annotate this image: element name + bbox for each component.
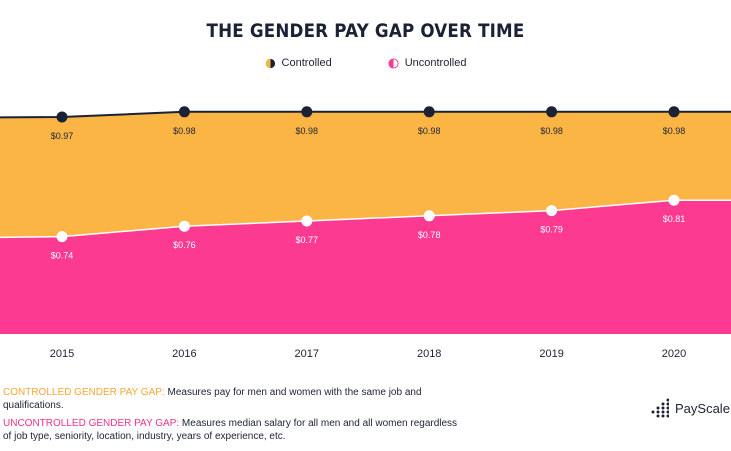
payscale-dots-icon <box>651 398 669 418</box>
legend-item-uncontrolled: Uncontrolled <box>388 57 467 69</box>
uncontrolled-label-2015: $0.74 <box>51 251 74 261</box>
controlled-point-2015 <box>56 111 68 123</box>
x-tick-label-2020: 2020 <box>662 348 686 360</box>
uncontrolled-label-2018: $0.78 <box>418 230 441 240</box>
legend-item-controlled: Controlled <box>265 57 332 69</box>
chart-notes: CONTROLLED GENDER PAY GAP: Measures pay … <box>3 386 463 448</box>
uncontrolled-line <box>0 199 731 239</box>
uncontrolled-point-2020 <box>668 194 680 206</box>
note-controlled-text: Measures pay for men and women with the … <box>3 387 422 411</box>
legend-label-uncontrolled: Uncontrolled <box>404 57 467 69</box>
uncontrolled-point-2017 <box>301 215 313 227</box>
controlled-label-2015: $0.97 <box>51 131 74 141</box>
brand-logo: PayScale <box>651 398 730 418</box>
uncontrolled-label-2017: $0.77 <box>296 235 319 245</box>
controlled-point-2017 <box>301 106 313 118</box>
brand-name: PayScale <box>675 400 730 416</box>
controlled-point-2018 <box>423 106 435 118</box>
x-tick-label-2016: 2016 <box>172 348 196 360</box>
controlled-point-2016 <box>178 106 190 118</box>
controlled-point-2020 <box>668 106 680 118</box>
controlled-label-2018: $0.98 <box>418 126 441 136</box>
chart-legend: Controlled Uncontrolled <box>0 57 731 69</box>
uncontrolled-point-2018 <box>423 210 435 222</box>
note-uncontrolled: UNCONTROLLED GENDER PAY GAP: Measures me… <box>3 417 463 443</box>
half-circle-controlled-icon <box>265 58 275 68</box>
note-controlled: CONTROLLED GENDER PAY GAP: Measures pay … <box>3 386 463 412</box>
x-tick-label-2015: 2015 <box>50 348 74 360</box>
x-tick-label-2019: 2019 <box>539 348 563 360</box>
controlled-line <box>0 110 731 119</box>
x-tick-label-2017: 2017 <box>295 348 319 360</box>
x-tick-label-2018: 2018 <box>417 348 441 360</box>
legend-label-controlled: Controlled <box>281 57 332 69</box>
controlled-label-2017: $0.98 <box>296 126 319 136</box>
note-uncontrolled-text: Measures median salary for all men and a… <box>3 418 458 442</box>
uncontrolled-label-2019: $0.79 <box>540 225 563 235</box>
note-uncontrolled-key: UNCONTROLLED GENDER PAY GAP: <box>3 418 180 429</box>
uncontrolled-point-2019 <box>546 205 558 217</box>
uncontrolled-area <box>0 200 731 334</box>
uncontrolled-label-2016: $0.76 <box>173 240 196 250</box>
note-controlled-key: CONTROLLED GENDER PAY GAP: <box>3 387 165 398</box>
half-circle-uncontrolled-icon <box>388 57 399 69</box>
controlled-label-2019: $0.98 <box>540 126 563 136</box>
controlled-label-2020: $0.98 <box>663 126 686 136</box>
chart-title: THE GENDER PAY GAP OVER TIME <box>206 20 525 42</box>
uncontrolled-point-2015 <box>56 231 68 243</box>
controlled-point-2019 <box>546 106 558 118</box>
controlled-label-2016: $0.98 <box>173 126 196 136</box>
uncontrolled-point-2016 <box>178 220 190 232</box>
uncontrolled-label-2020: $0.81 <box>663 214 686 224</box>
